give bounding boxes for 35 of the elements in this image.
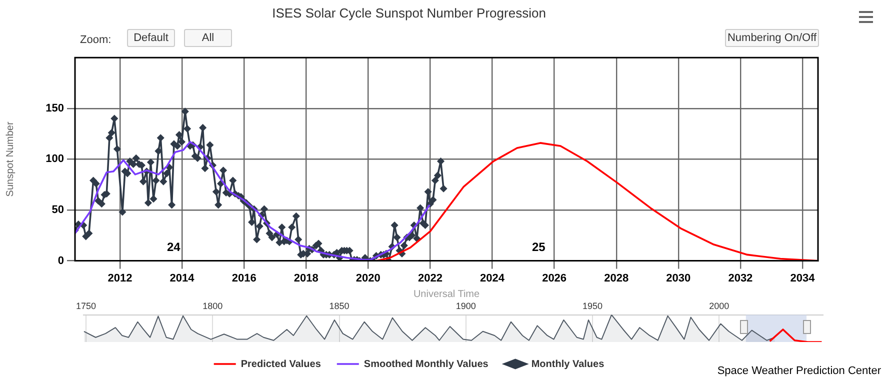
x-tick-label: 2024 <box>480 272 506 284</box>
x-tick-label: 2032 <box>728 272 753 284</box>
x-tick-label: 2016 <box>232 272 256 284</box>
x-tick-label: 1950 <box>582 300 603 311</box>
x-tick-label: 1850 <box>329 300 350 311</box>
legend-label: Monthly Values <box>531 358 605 370</box>
x-tick-label: 2030 <box>666 272 691 284</box>
legend-label: Smoothed Monthly Values <box>364 358 489 370</box>
x-tick-label: 2000 <box>709 300 730 311</box>
x-tick-label: 2034 <box>790 272 816 284</box>
x-tick-label: 2014 <box>170 272 196 284</box>
y-tick-label: 50 <box>52 204 64 216</box>
text: All <box>184 29 232 47</box>
text: Space Weather Prediction Center <box>717 365 881 377</box>
legend-label: Predicted Values <box>240 358 322 370</box>
y-tick-label: 150 <box>46 102 64 114</box>
x-tick-label: 2020 <box>356 272 380 284</box>
y-tick-label: 100 <box>46 153 64 166</box>
x-tick-label: 2018 <box>294 272 318 284</box>
annotation: 24 <box>167 240 180 254</box>
x-tick-label: 2026 <box>542 272 567 284</box>
x-tick-label: 1800 <box>202 300 223 311</box>
x-axis-title: Universal Time <box>413 288 480 300</box>
x-tick-label: 2012 <box>108 272 132 284</box>
annotation: 25 <box>532 240 546 254</box>
x-tick-label: 2028 <box>604 272 629 284</box>
y-axis-title: Sunspot Number <box>4 121 16 197</box>
x-tick-label: 2022 <box>418 272 442 284</box>
text: Numbering On/Off <box>725 29 819 47</box>
y-tick-label: 0 <box>58 254 64 267</box>
text: Default <box>127 29 175 47</box>
text: Zoom: <box>80 34 112 46</box>
x-tick-label: 1900 <box>456 300 476 311</box>
x-tick-label: 1750 <box>76 300 96 311</box>
chart-title: ISES Solar Cycle Sunspot Number Progression <box>272 5 546 20</box>
